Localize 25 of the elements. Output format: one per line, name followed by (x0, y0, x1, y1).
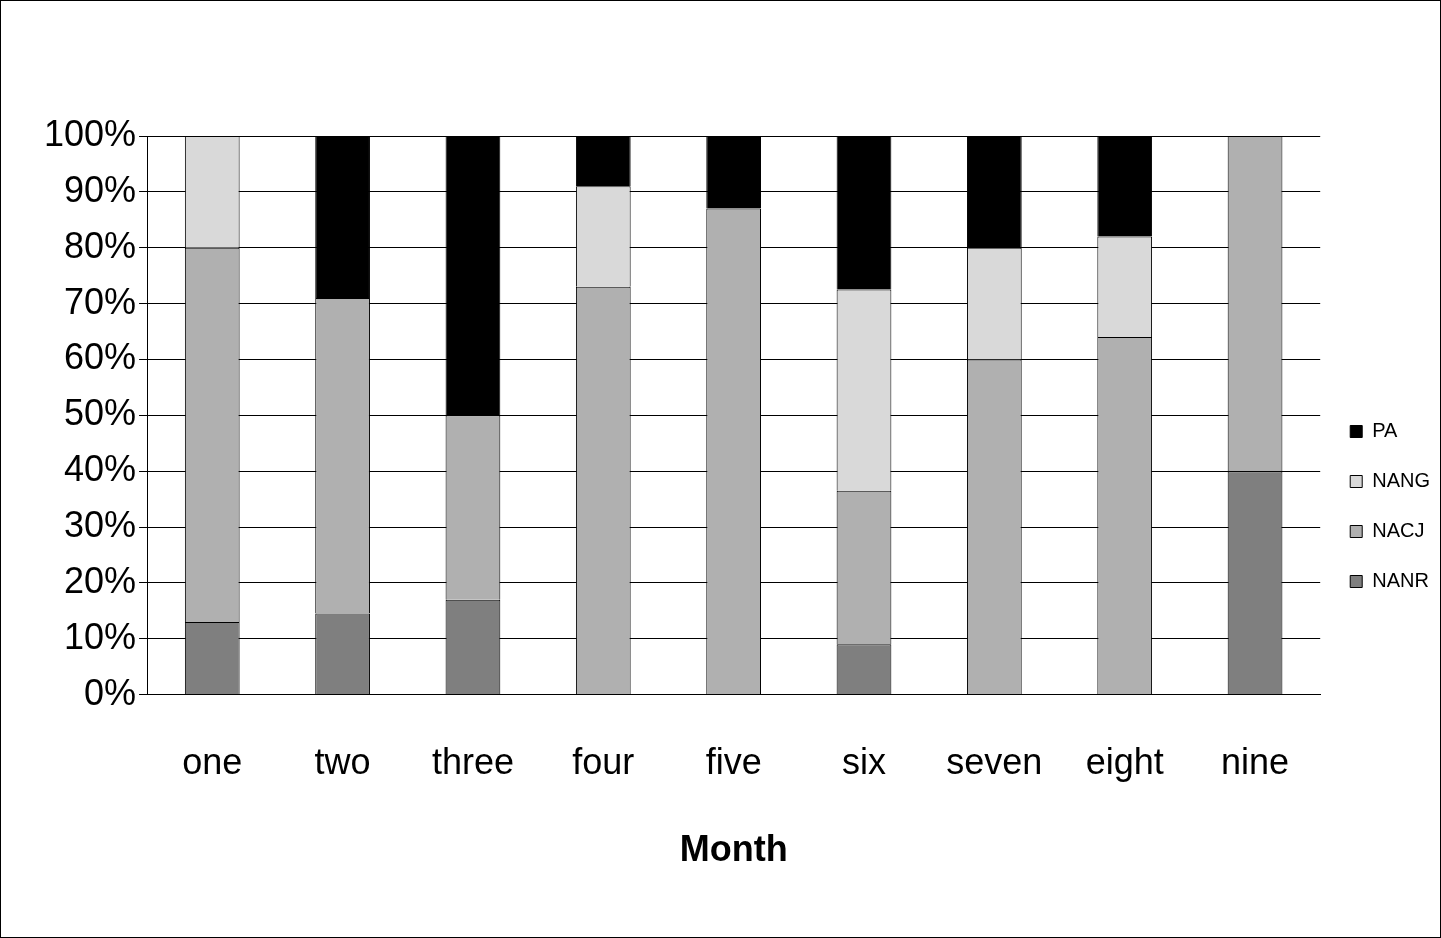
x-tick-label: one (182, 741, 243, 783)
legend-label: PA (1372, 419, 1399, 442)
y-tick-label: 30% (64, 503, 137, 545)
x-tick-label: four (572, 741, 635, 783)
y-tick-label: 80% (64, 224, 137, 266)
y-tick-label: 100% (44, 112, 137, 154)
x-tick-label: three (431, 741, 514, 783)
y-tick-label: 90% (64, 168, 137, 210)
y-tick-label: 10% (64, 615, 137, 657)
x-axis-title: Month (679, 828, 788, 870)
x-tick-label: six (841, 741, 886, 783)
legend-label: NANR (1372, 569, 1429, 592)
y-tick-label: 70% (64, 280, 137, 322)
legend-label: NANG (1372, 469, 1431, 492)
y-tick-label: 20% (64, 559, 137, 601)
x-tick-label: nine (1221, 741, 1290, 783)
y-tick-label: 40% (64, 448, 137, 490)
y-tick-label: 50% (64, 392, 137, 434)
legend-label: NACJ (1372, 519, 1425, 542)
x-tick-label: two (314, 741, 371, 783)
x-tick-label: seven (946, 741, 1043, 783)
y-tick-label: 0% (84, 671, 137, 713)
y-tick-label: 60% (64, 336, 137, 378)
x-tick-label: eight (1085, 741, 1164, 783)
x-tick-label: five (705, 741, 762, 783)
